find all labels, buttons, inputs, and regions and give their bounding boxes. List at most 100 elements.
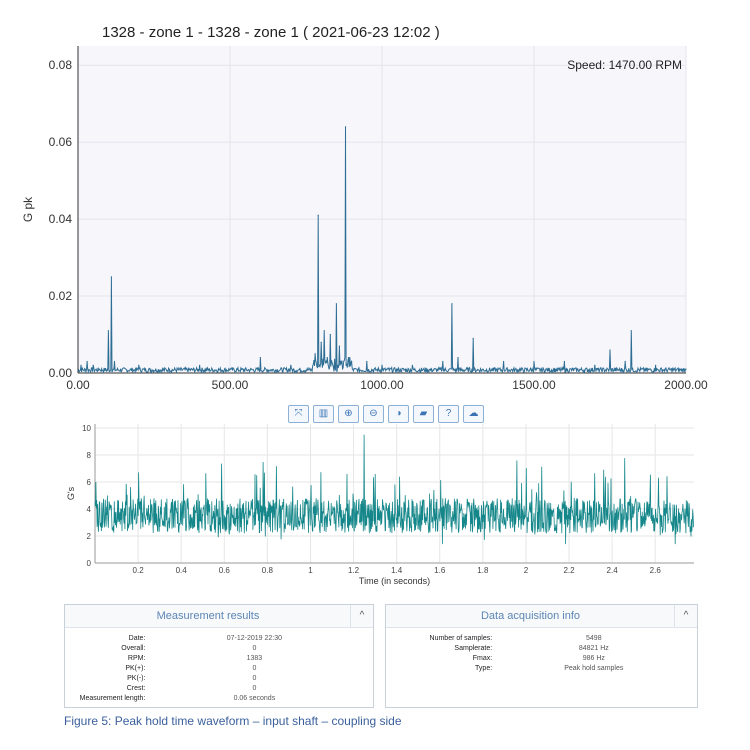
speed-annotation: Speed: 1470.00 RPM (567, 58, 682, 72)
x-tick-label: 2.2 (563, 566, 575, 575)
zoom-out-button[interactable]: ⊖ (363, 405, 384, 423)
spectrum-peak-point (323, 330, 325, 332)
info-label: Date: (128, 635, 146, 642)
spectrum-peak-point (138, 364, 140, 366)
spectrum-peak-point (98, 368, 100, 370)
x-tick-label: 2.4 (607, 566, 619, 575)
chart-title: 1328 - zone 1 - 1328 - zone 1 ( 2021-06-… (102, 24, 440, 41)
spectrum-icon: ▥ (318, 408, 329, 419)
help-button[interactable]: ? (438, 405, 459, 423)
spectrum-peak-point (290, 364, 292, 366)
info-label: Type: (475, 665, 493, 672)
collapse-button[interactable]: ^ (674, 605, 697, 627)
spectrum-peak-point (351, 360, 353, 363)
info-label: Number of samples: (429, 635, 493, 642)
spectrum-peak-point (347, 357, 350, 359)
y-tick-label: 0.00 (49, 366, 73, 380)
comment-button[interactable]: ▰ (413, 405, 434, 423)
contrast-button[interactable]: ◑ (388, 405, 409, 423)
y-tick-label: 6 (87, 478, 92, 487)
spectrum-peak-point (381, 364, 383, 366)
info-label: PK(-): (127, 675, 146, 682)
zoom-in-button[interactable]: ⊕ (338, 405, 359, 423)
panel-rows: Number of samples: 5498 Samplerate: 84821 H… (386, 628, 697, 674)
help-icon: ? (445, 408, 452, 419)
info-row: Number of samples: 5498 (386, 634, 697, 644)
cloud-upload-icon: ☁ (468, 408, 479, 419)
figure-caption: Figure 5: Peak hold time waveform – inpu… (64, 714, 402, 728)
y-tick-label: 4 (87, 505, 92, 514)
collapse-button[interactable]: ^ (350, 605, 373, 627)
spectrum-peak-point (338, 345, 341, 347)
chart-toolbar: ⤧ ▥ ⊕ ⊖ ◑ ▰? ☁ (288, 405, 484, 423)
x-tick-label: 0.00 (66, 378, 90, 392)
zoom-in-icon: ⊕ (344, 408, 353, 419)
spectrum-peak-point (199, 364, 201, 366)
x-tick-label: 0.6 (219, 566, 231, 575)
info-value: 986 Hz (582, 655, 605, 662)
y-tick-label: 0.08 (49, 58, 73, 72)
info-row: Samplerate: 84821 Hz (386, 644, 697, 654)
info-value: 0.06 seconds (233, 695, 276, 702)
y-axis-label: G's (66, 486, 76, 500)
panel-rows: Date: 07-12-2019 22:30 Overall: 0 RPM: 1383 PK… (65, 628, 373, 704)
spectrum-peak-point (442, 360, 444, 363)
info-row: Crest: 0 (65, 684, 373, 694)
waveform-chart: 0 2 4 6 8 10 0.2 0.4 0.6 0.8 1 1.2 1.4 1.6 1.8 2 2.2 2.4 2… (66, 424, 695, 586)
info-row: Measurement length: 0.06 seconds (65, 694, 373, 704)
x-tick-label: 2 (524, 566, 529, 575)
info-row: Type: Peak hold samples (386, 664, 697, 674)
info-label: RPM: (127, 655, 146, 662)
data-acquisition-panel: Data acquisition info ^ Number of sample… (385, 604, 698, 708)
x-tick-label: 0.4 (176, 566, 188, 575)
spectrum-peak-point (113, 360, 116, 363)
spectrum-peak-point (259, 357, 261, 359)
y-axis-label: G pk (21, 196, 35, 222)
spectrum-peak-point (110, 276, 113, 278)
spectrum-peak-point (685, 368, 687, 370)
spectrum-peak-point (609, 349, 611, 351)
cloud-upload-button[interactable]: ☁ (463, 405, 484, 423)
spectrum-peak-point (335, 303, 337, 305)
spectrum-peak-point (329, 333, 331, 336)
x-tick-label: 0.8 (262, 566, 274, 575)
x-tick-label: 1500.00 (512, 378, 556, 392)
measurement-results-panel: Measurement results ^ Date: 07-12-2019 22… (64, 604, 374, 708)
x-tick-label: 1.6 (434, 566, 446, 575)
y-tick-label: 0.02 (49, 289, 73, 303)
y-tick-label: 2 (87, 532, 92, 541)
info-row: RPM: 1383 (65, 654, 373, 664)
y-tick-label: 0.04 (49, 212, 73, 226)
x-tick-label: 500.00 (212, 378, 249, 392)
info-value: 0 (252, 675, 257, 682)
info-label: Fmax: (472, 655, 493, 662)
spectrum-peak-point (624, 360, 626, 363)
panel-header: Measurement results ^ (65, 605, 373, 628)
x-tick-label: 1.4 (391, 566, 403, 575)
panel-title: Data acquisition info (480, 610, 581, 622)
spectrum-peak-point (533, 360, 535, 363)
spectrum-peak-point (366, 360, 368, 363)
y-tick-label: 0.06 (49, 135, 73, 149)
spectrum-peak-point (472, 337, 474, 339)
contrast-icon: ◑ (395, 408, 402, 419)
info-value: 1383 (246, 655, 263, 662)
info-value: Peak hold samples (564, 665, 624, 672)
spectrum-peak-point (317, 214, 319, 216)
panel-header: Data acquisition info ^ (386, 605, 697, 628)
info-row: PK(-): 0 (65, 674, 373, 684)
comment-icon: ▰ (419, 408, 428, 419)
y-tick-label: 0 (87, 559, 92, 568)
info-value: 0 (252, 645, 257, 652)
spectrum-peak-point (451, 303, 453, 305)
info-value: 0 (252, 665, 257, 672)
spectrum-peak-point (344, 126, 347, 128)
info-value: 5498 (586, 635, 602, 642)
panel-title: Measurement results (156, 610, 260, 622)
spectrum-button[interactable]: ▥ (313, 405, 334, 423)
spectrum-peak-point (594, 364, 596, 366)
info-label: Overall: (121, 645, 146, 652)
fullscreen-button[interactable]: ⤧ (288, 405, 309, 423)
x-tick-label: 0.2 (133, 566, 145, 575)
info-row: Overall: 0 (65, 644, 373, 654)
